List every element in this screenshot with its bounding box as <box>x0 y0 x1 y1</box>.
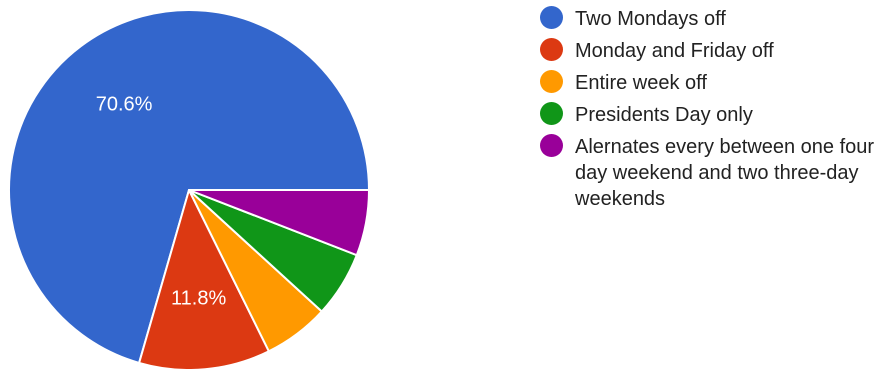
legend-item-1[interactable]: Two Mondays off <box>540 6 880 32</box>
legend-label: Entire week off <box>575 72 707 94</box>
pie-slice-2[interactable] <box>138 189 270 369</box>
legend-swatch-icon <box>540 134 563 157</box>
chart-legend: Two Mondays off Monday and Friday off Enti… <box>540 6 880 218</box>
legend-swatch-icon <box>540 70 563 93</box>
pie-slice-5[interactable] <box>188 189 370 257</box>
pie-chart: 70.6% 11.8% <box>8 9 370 369</box>
legend-swatch-icon <box>540 38 563 61</box>
slice-data-label-1: 70.6% <box>96 94 153 116</box>
pie-slice-1[interactable] <box>8 9 370 364</box>
legend-swatch-icon <box>540 102 563 125</box>
legend-item-2[interactable]: Monday and Friday off <box>540 38 880 64</box>
legend-item-5[interactable]: Alernates every between one four day wee… <box>540 134 880 212</box>
legend-item-4[interactable]: Presidents Day only <box>540 102 880 128</box>
legend-item-3[interactable]: Entire week off <box>540 70 880 96</box>
legend-label: Presidents Day only <box>575 104 753 126</box>
legend-label: Monday and Friday off <box>575 40 774 62</box>
legend-label: Two Mondays off <box>575 8 726 30</box>
legend-swatch-icon <box>540 6 563 29</box>
slice-data-label-2: 11.8% <box>171 288 226 310</box>
legend-label: Alernates every between one four day wee… <box>575 136 875 210</box>
